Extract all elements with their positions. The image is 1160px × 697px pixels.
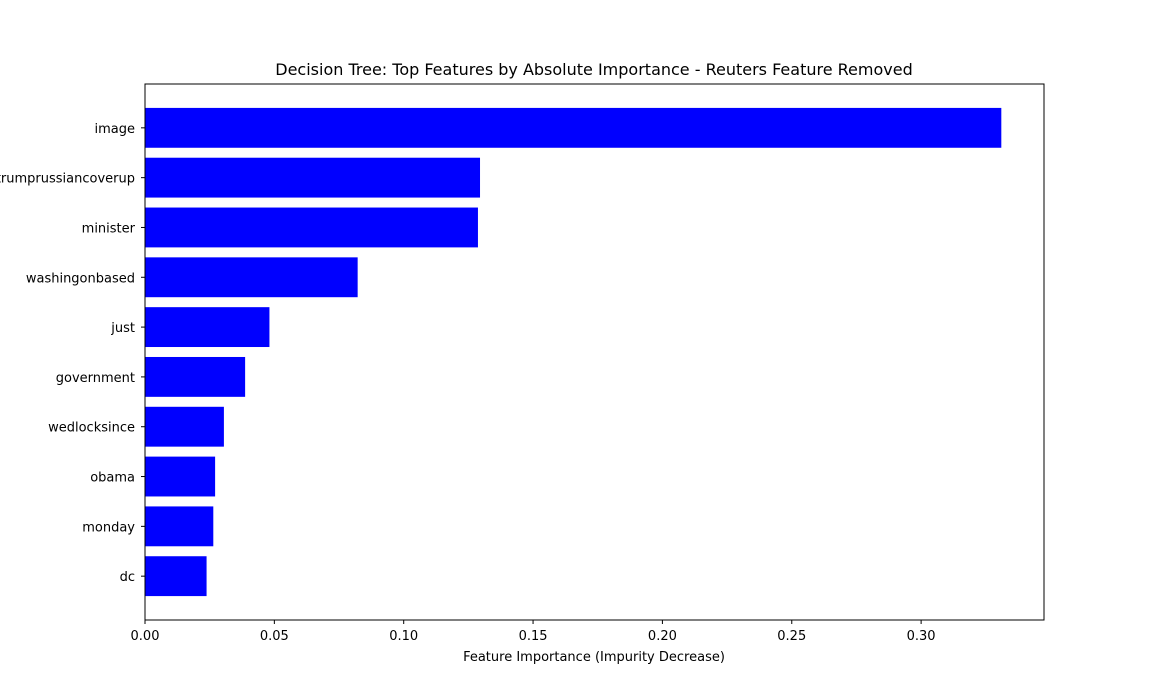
y-tick-label: government <box>56 371 135 386</box>
x-tick-label: 0.25 <box>777 629 806 644</box>
bar-trumprussiancoverup <box>145 157 481 198</box>
bar-government <box>145 356 246 397</box>
bar-dc <box>145 556 207 597</box>
x-tick-label: 0.20 <box>648 629 677 644</box>
y-tick-label: dc <box>120 570 135 585</box>
bars-group <box>145 107 1002 597</box>
bar-monday <box>145 506 214 547</box>
y-tick-label: monday <box>82 520 135 535</box>
x-axis: 0.00 0.05 0.10 0.15 0.20 0.25 0.30 <box>131 620 936 644</box>
chart-title: Decision Tree: Top Features by Absolute … <box>275 60 912 79</box>
plot-frame <box>144 83 1045 621</box>
x-tick-label: 0.10 <box>389 629 418 644</box>
y-tick-label: minister <box>82 221 136 236</box>
y-tick-label: wedlocksince <box>48 421 135 436</box>
y-tick-label: just <box>110 321 135 336</box>
y-tick-label: washingonbased <box>26 271 135 286</box>
x-axis-label: Feature Importance (Impurity Decrease) <box>463 650 725 665</box>
x-tick-label: 0.15 <box>519 629 548 644</box>
y-tick-label: image <box>95 122 136 137</box>
x-tick-label: 0.30 <box>907 629 936 644</box>
bar-minister <box>145 207 478 248</box>
y-tick-label: trumprussiancoverup <box>0 172 135 187</box>
x-tick-label: 0.05 <box>260 629 289 644</box>
bar-wedlocksince <box>145 406 224 447</box>
x-tick-label: 0.00 <box>131 629 160 644</box>
bar-washingonbased <box>145 257 358 298</box>
y-axis: image trumprussiancoverup minister washingo… <box>0 122 145 585</box>
y-tick-label: obama <box>90 471 135 486</box>
bar-just <box>145 307 270 348</box>
bar-obama <box>145 456 216 497</box>
bar-image <box>145 107 1002 148</box>
